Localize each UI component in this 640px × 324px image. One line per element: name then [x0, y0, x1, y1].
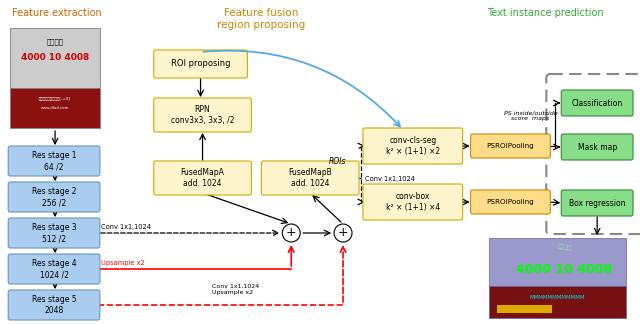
FancyBboxPatch shape [470, 134, 550, 158]
Text: MMMMMMMMMMMM: MMMMMMMMMMMM [529, 295, 585, 300]
FancyBboxPatch shape [8, 146, 100, 176]
FancyBboxPatch shape [8, 182, 100, 212]
Text: ROI proposing: ROI proposing [171, 60, 230, 68]
Bar [10, 28, 100, 88]
Text: Res stage 2
256 /2: Res stage 2 256 /2 [32, 187, 76, 207]
Text: region proposing: region proposing [217, 20, 305, 30]
Text: Res stage 5
2048: Res stage 5 2048 [32, 295, 76, 315]
Text: +: + [338, 226, 348, 239]
Text: 4000 10 4008: 4000 10 4008 [21, 53, 89, 63]
Text: conv-cls-seg
k² × (1+1) ×2: conv-cls-seg k² × (1+1) ×2 [386, 136, 440, 156]
Text: Feature fusion: Feature fusion [224, 8, 298, 18]
FancyBboxPatch shape [561, 134, 633, 160]
Text: 广告招商: 广告招商 [47, 39, 63, 45]
Text: Conv 1x1,1024
Upsample x2: Conv 1x1,1024 Upsample x2 [211, 284, 259, 295]
Circle shape [282, 224, 300, 242]
Text: Conv 1x1,1024: Conv 1x1,1024 [365, 176, 415, 182]
FancyBboxPatch shape [154, 161, 252, 195]
Text: Upsample x2: Upsample x2 [101, 260, 145, 266]
Circle shape [334, 224, 352, 242]
Bar [488, 286, 626, 318]
Text: Feature extraction: Feature extraction [12, 8, 102, 18]
Text: Res stage 1
64 /2: Res stage 1 64 /2 [32, 151, 76, 171]
FancyBboxPatch shape [8, 290, 100, 320]
Text: Res stage 4
1024 /2: Res stage 4 1024 /2 [32, 259, 76, 279]
Text: Classification: Classification [572, 98, 623, 108]
Text: 广东省深圳市罗湖区[-=0]: 广东省深圳市罗湖区[-=0] [39, 96, 71, 100]
Text: www.dlad.com: www.dlad.com [41, 106, 69, 110]
Text: PS inside/outside
score  maps: PS inside/outside score maps [504, 110, 557, 122]
Text: conv-box
k² × (1+1) ×4: conv-box k² × (1+1) ×4 [386, 192, 440, 212]
FancyBboxPatch shape [363, 128, 463, 164]
Text: Conv 1x1,1024: Conv 1x1,1024 [101, 224, 151, 230]
FancyBboxPatch shape [261, 161, 359, 195]
Text: Mask map: Mask map [577, 143, 617, 152]
Text: RPN
conv3x3, 3x3, /2: RPN conv3x3, 3x3, /2 [171, 105, 234, 125]
FancyBboxPatch shape [8, 218, 100, 248]
FancyBboxPatch shape [8, 254, 100, 284]
FancyBboxPatch shape [363, 184, 463, 220]
Text: 4000 10 4008: 4000 10 4008 [516, 263, 612, 276]
FancyBboxPatch shape [154, 98, 252, 132]
Bar [10, 88, 100, 128]
FancyBboxPatch shape [561, 190, 633, 216]
Text: FusedMapB
add. 1024: FusedMapB add. 1024 [288, 168, 332, 188]
Text: PSROIPooling: PSROIPooling [486, 199, 534, 205]
FancyBboxPatch shape [154, 50, 248, 78]
Text: PSROIPooling: PSROIPooling [486, 143, 534, 149]
Text: ROIs: ROIs [328, 157, 346, 167]
Bar [488, 238, 626, 286]
Text: Res stage 3
512 /2: Res stage 3 512 /2 [32, 223, 76, 243]
Text: 广告招商: 广告招商 [556, 244, 572, 251]
Text: FusedMapA
add. 1024: FusedMapA add. 1024 [180, 168, 225, 188]
Bar [497, 305, 552, 313]
FancyBboxPatch shape [561, 90, 633, 116]
FancyBboxPatch shape [470, 190, 550, 214]
Text: Box regression: Box regression [569, 199, 625, 207]
Text: +: + [286, 226, 296, 239]
Bar [10, 28, 100, 128]
Text: Text instance prediction: Text instance prediction [487, 8, 604, 18]
